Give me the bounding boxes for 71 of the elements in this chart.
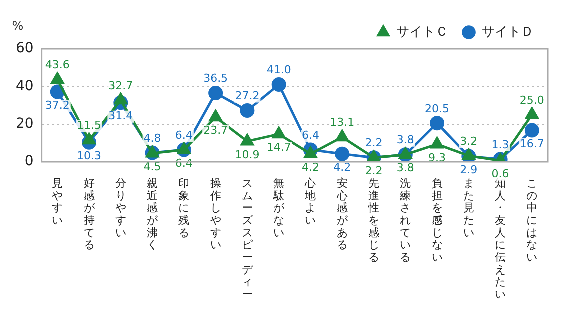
y-tick-label: 0 <box>24 154 34 170</box>
x-tick-label: 操作しやすい <box>209 177 222 252</box>
point <box>526 108 539 120</box>
data-label: 32.7 <box>108 79 134 92</box>
point <box>272 78 286 92</box>
x-tick-label: また見たい <box>463 177 474 240</box>
data-label: 6.4 <box>302 128 320 142</box>
data-label: 36.5 <box>204 72 228 86</box>
legend-label: サイトＣ <box>396 24 448 40</box>
data-label: 20.5 <box>425 102 450 116</box>
data-label: 3.2 <box>460 134 478 148</box>
point <box>240 104 255 118</box>
x-tick-label: 親近感が沸く <box>147 177 160 252</box>
data-label: 6.4 <box>175 128 193 142</box>
data-label: 3.8 <box>396 134 414 147</box>
y-tick-label: 20 <box>16 116 34 132</box>
data-label: 13.1 <box>330 116 355 130</box>
x-tick-label: この中にはない <box>526 177 538 264</box>
point <box>524 123 540 138</box>
x-tick-label: 分りやすい <box>115 177 126 240</box>
data-label: 14.7 <box>266 141 292 154</box>
x-tick-label: 先進性を感じる <box>368 177 380 264</box>
data-label: 43.6 <box>45 58 70 72</box>
data-label: 2.9 <box>460 163 478 176</box>
y-tick-label: 60 <box>16 40 34 57</box>
data-label: 37.2 <box>45 98 70 112</box>
data-label: 16.7 <box>520 137 544 150</box>
x-tick-label: 好感が持てる <box>84 177 96 252</box>
data-label: 4.5 <box>144 160 162 174</box>
data-label: 2.2 <box>365 136 383 150</box>
point <box>241 134 254 146</box>
data-label: 9.3 <box>428 151 446 164</box>
data-label: 41.0 <box>266 64 292 77</box>
data-label: 3.8 <box>396 162 414 175</box>
data-label: 10.9 <box>235 148 260 162</box>
x-tick-label: 心地よい <box>304 177 316 227</box>
data-label: 0.6 <box>492 168 510 181</box>
point <box>304 146 318 158</box>
x-tick-label: 無駄がない <box>272 177 286 240</box>
data-label: 31.4 <box>108 110 134 123</box>
point <box>51 72 64 84</box>
point <box>82 133 96 145</box>
data-label: 2.2 <box>365 164 383 178</box>
data-label: 23.7 <box>204 124 228 138</box>
data-label: 1.3 <box>492 138 510 152</box>
point <box>336 130 349 142</box>
y-axis-title: % <box>12 19 24 34</box>
data-label: 25.0 <box>520 94 544 107</box>
data-label: 4.8 <box>144 132 162 145</box>
point <box>178 142 191 154</box>
data-label: 10.3 <box>77 149 102 162</box>
data-label: 11.5 <box>77 119 102 132</box>
point <box>209 110 222 122</box>
point <box>430 116 445 131</box>
category-label: スムーズスピーディー <box>242 177 253 301</box>
data-label: 4.2 <box>302 160 320 174</box>
point <box>335 146 350 162</box>
x-tick-label: 洗練されている <box>399 177 412 264</box>
x-tick-label: 見やすい <box>52 177 64 227</box>
point <box>272 127 286 139</box>
legend-label: サイトＤ <box>482 24 534 40</box>
y-tick-label: 40 <box>16 78 34 94</box>
point <box>399 148 412 160</box>
point <box>430 137 444 149</box>
x-tick-label: 安心感がある <box>336 177 349 252</box>
x-tick-label: 負担を感じない <box>432 177 443 264</box>
point <box>114 93 128 105</box>
data-label: 4.2 <box>334 160 352 174</box>
data-label: 27.2 <box>235 90 260 103</box>
x-tick-label: 印象に残る <box>178 177 190 240</box>
point <box>208 86 224 101</box>
